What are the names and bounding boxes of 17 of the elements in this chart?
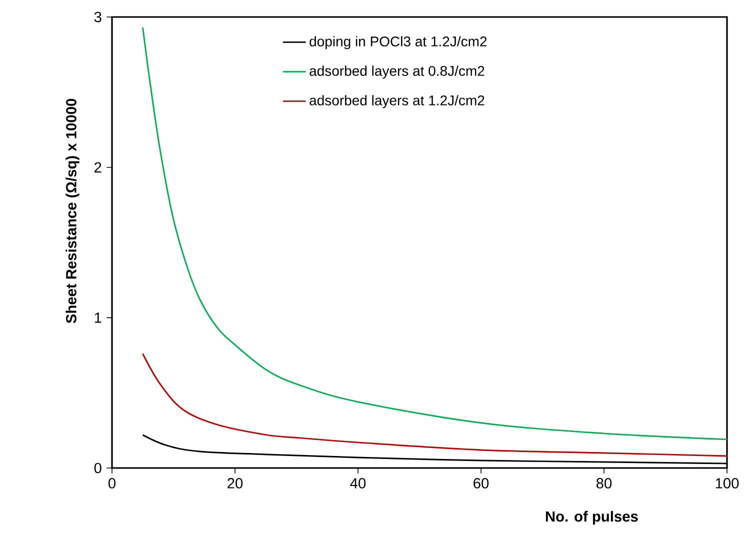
y-tick-label: 3 [94,12,102,22]
x-tick-label: 0 [108,478,116,488]
x-tick-label: 20 [228,478,243,488]
legend-label: adsorbed layers at 1.2J/cm2 [310,95,484,108]
x-tick-label: 80 [596,478,612,488]
x-tick-label: 100 [716,478,739,488]
x-tick-label: 60 [474,478,489,488]
y-tick-label: 1 [94,312,102,323]
line-series [142,353,728,457]
y-tick-label: 2 [94,162,102,172]
legend-label: adsorbed layers at 0.8J/cm2 [310,66,484,79]
y-tick-label: 0 [94,462,102,474]
x-axis-title: No. of pulses [546,510,638,525]
x-tick-label: 40 [350,478,366,488]
line-series [142,26,728,440]
legend-label: doping in POCl3 at 1.2J/cm2 [310,36,487,50]
y-axis-title: Sheet Resistance (Ω/sq) x 10000 [66,98,80,324]
